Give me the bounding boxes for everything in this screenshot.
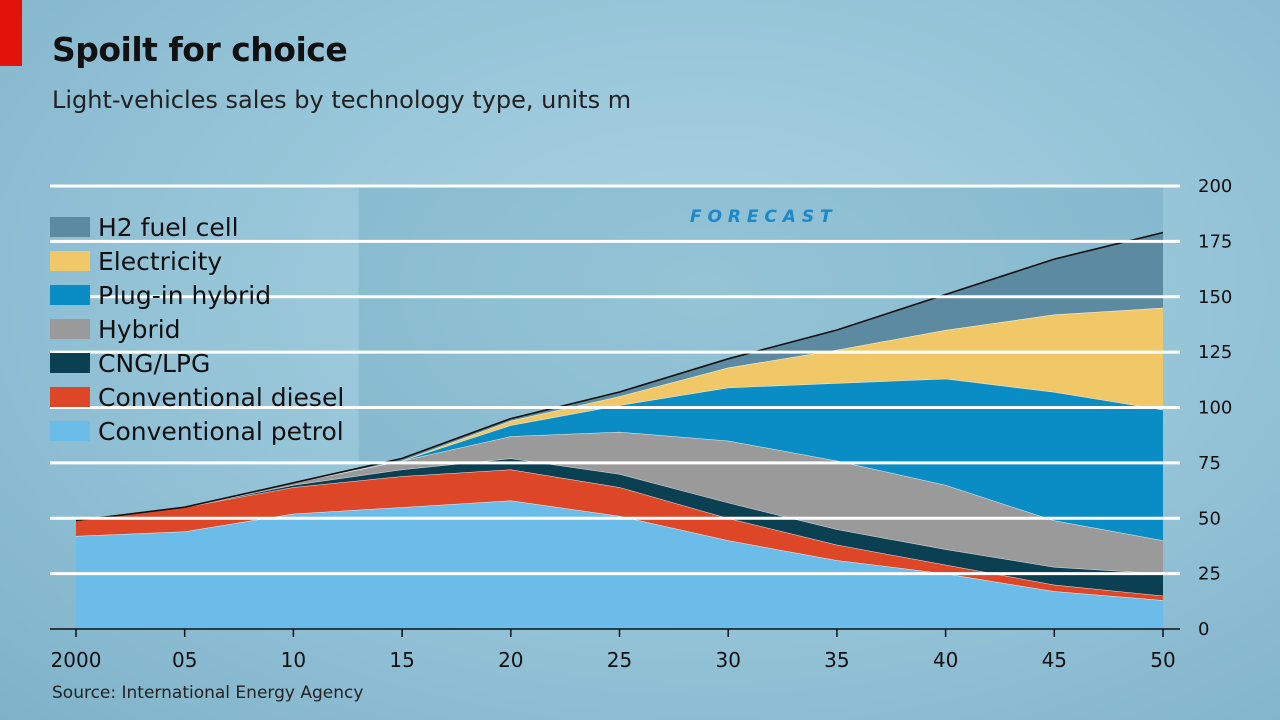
legend: H2 fuel cell Electricity Plug-in hybrid … xyxy=(50,210,344,448)
source-note: Source: International Energy Agency xyxy=(52,683,364,703)
y-tick-label-200: 200 xyxy=(1198,176,1232,197)
area-series-group xyxy=(75,231,1164,629)
legend-label-conventional-diesel: Conventional diesel xyxy=(98,382,345,412)
y-tick-label-25: 25 xyxy=(1198,564,1221,585)
legend-item-conventional-diesel: Conventional diesel xyxy=(50,380,344,414)
area-conventional-petrol xyxy=(76,500,1163,629)
x-tick-label-05: 05 xyxy=(172,648,197,672)
x-tick-label-35: 35 xyxy=(824,648,849,672)
legend-label-h2-fuel-cell: H2 fuel cell xyxy=(98,212,239,242)
legend-swatch-conventional-diesel xyxy=(50,387,90,407)
area-cng-lpg xyxy=(76,458,1163,596)
legend-swatch-cng-lpg xyxy=(50,353,90,373)
y-tick-label-50: 50 xyxy=(1198,508,1221,529)
y-tick-label-175: 175 xyxy=(1198,231,1232,252)
y-tick-label-100: 100 xyxy=(1198,398,1232,419)
chart-subtitle: Light-vehicles sales by technology type,… xyxy=(52,86,632,114)
x-tick-label-15: 15 xyxy=(389,648,414,672)
legend-swatch-hybrid xyxy=(50,319,90,339)
legend-label-hybrid: Hybrid xyxy=(98,314,181,344)
legend-label-conventional-petrol: Conventional petrol xyxy=(98,416,344,446)
legend-item-electricity: Electricity xyxy=(50,244,344,278)
x-tick-label-45: 45 xyxy=(1042,648,1067,672)
legend-item-cng-lpg: CNG/LPG xyxy=(50,346,344,380)
x-tick-label-10: 10 xyxy=(281,648,306,672)
area-edge-h2-fuel-cell xyxy=(75,231,1164,522)
legend-swatch-electricity xyxy=(50,251,90,271)
legend-label-cng-lpg: CNG/LPG xyxy=(98,348,211,378)
area-conventional-diesel xyxy=(76,469,1163,601)
legend-item-h2-fuel-cell: H2 fuel cell xyxy=(50,210,344,244)
x-tick-label-30: 30 xyxy=(715,648,740,672)
legend-label-plug-in-hybrid: Plug-in hybrid xyxy=(98,280,272,310)
x-tick-label-25: 25 xyxy=(607,648,632,672)
y-tick-label-125: 125 xyxy=(1198,342,1232,363)
area-electricity xyxy=(76,307,1163,521)
y-tick-label-150: 150 xyxy=(1198,287,1232,308)
legend-item-conventional-petrol: Conventional petrol xyxy=(50,414,344,448)
y-tick-label-0: 0 xyxy=(1198,619,1209,640)
x-tick-label-40: 40 xyxy=(933,648,958,672)
x-tick-label-20: 20 xyxy=(498,648,523,672)
legend-label-electricity: Electricity xyxy=(98,246,223,276)
legend-item-plug-in-hybrid: Plug-in hybrid xyxy=(50,278,344,312)
legend-swatch-h2-fuel-cell xyxy=(50,217,90,237)
y-tick-label-75: 75 xyxy=(1198,453,1221,474)
legend-swatch-conventional-petrol xyxy=(50,421,90,441)
area-plug-in-hybrid xyxy=(76,378,1163,541)
brand-red-tab xyxy=(0,0,22,66)
x-tick-label-2000: 2000 xyxy=(51,648,102,672)
area-h2-fuel-cell xyxy=(76,232,1163,521)
x-tick-label-50: 50 xyxy=(1150,648,1175,672)
chart-title: Spoilt for choice xyxy=(52,30,348,69)
legend-swatch-plug-in-hybrid xyxy=(50,285,90,305)
forecast-label: F O R E C A S T xyxy=(690,207,833,227)
area-hybrid xyxy=(76,431,1163,574)
axes: 0 25 50 75 100 125 150 175 200 2000 05 10 15 20 25 30 35… xyxy=(50,176,1232,672)
gridlines xyxy=(50,184,1180,576)
legend-item-hybrid: Hybrid xyxy=(50,312,344,346)
